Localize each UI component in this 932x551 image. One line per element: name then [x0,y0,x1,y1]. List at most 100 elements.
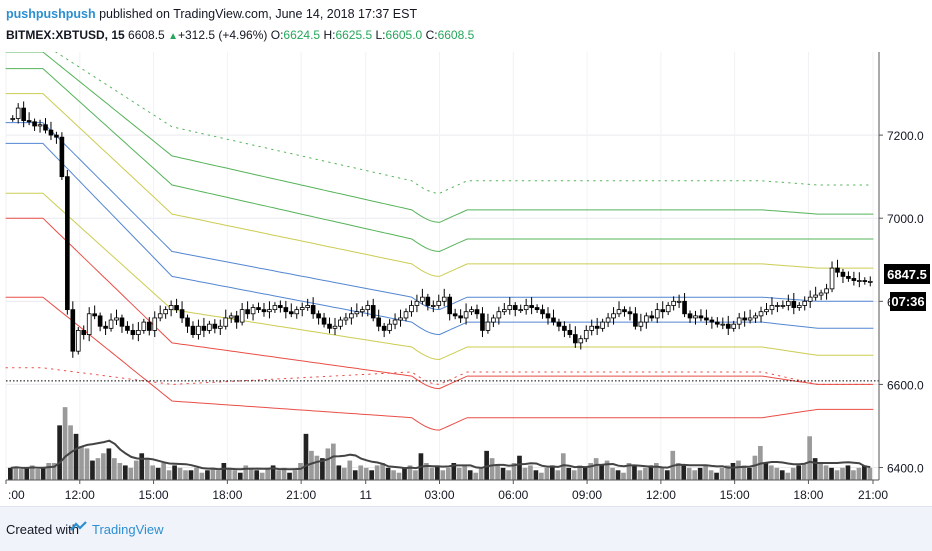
candle-body [491,317,496,323]
volume-bar [664,470,670,480]
footer: Created with TradingView [0,506,932,551]
low-label: L: [375,28,386,42]
candle-body [65,176,70,311]
candle-body [616,309,622,315]
candle-body [605,317,611,323]
volume-bar [188,470,194,480]
band-red_dots [5,367,874,385]
chart-header: pushpushpush published on TradingView.co… [0,0,932,52]
volume-bar [172,465,177,480]
candle-body [518,309,524,312]
high-value: 6625.5 [335,28,373,42]
candle-body [742,317,747,321]
candle-body [354,311,360,315]
volume-bar [807,436,812,480]
volume-bar [95,458,101,480]
volume-bar [374,465,380,480]
up-arrow-icon: ▲ [168,31,178,42]
candle-body [556,321,562,327]
candle-body [305,305,310,308]
volume-bar [90,460,95,480]
volume-bar [736,460,741,480]
candle-body [676,300,682,303]
volume-bar [106,448,112,480]
candle-body [70,309,76,352]
volume-bar [232,470,238,480]
open-label: O: [270,28,284,42]
candle-body [633,313,638,327]
candle-body [857,280,862,282]
tradingview-logo-icon[interactable] [70,520,88,534]
countdown-box [890,292,926,311]
volume-bar [155,467,161,480]
volume-bar [506,470,511,480]
candle-body [174,305,179,311]
volume-bar [566,467,572,480]
candle-body [802,300,808,306]
y-tick-label: 6600.0 [887,378,924,392]
candle-body [534,307,540,311]
band-blue_1 [5,122,874,311]
volume-bar [166,470,172,480]
candle-body [840,271,846,277]
volume-bar [588,463,593,480]
volume-bar [194,467,199,480]
tradingview-link[interactable]: TradingView [92,522,164,537]
candle-body [190,325,196,335]
candle-body [436,300,442,306]
volume-bars [8,407,873,480]
candle-body [365,305,371,311]
volume-bar [456,467,462,480]
candle-body [611,313,616,319]
volume-bar [851,470,856,480]
close-value: 6608.5 [437,28,475,42]
volume-bar [391,470,396,480]
candle-body [409,305,414,313]
volume-bar [867,467,873,480]
low-value: 6605.0 [385,28,423,42]
candle-body [37,124,43,127]
volume-bar [13,466,19,480]
band-green_1 [5,52,874,223]
candle-body [660,309,666,313]
volume-bar [862,465,867,480]
volume-bar [610,467,615,480]
volume-bar [407,465,413,480]
candle-body [704,317,709,321]
candle-body [709,319,715,323]
volume-bar [637,470,643,480]
volume-bar [57,425,62,480]
candle-body [851,278,857,281]
author-link[interactable]: pushpushpush [6,7,96,21]
volume-bar [473,472,479,480]
plot-area[interactable] [6,52,879,480]
volume-bar [128,467,134,480]
volume-bar [276,470,281,480]
volume-bar [445,467,451,480]
volume-bar [533,470,539,480]
x-axis: :00 12:00 15:00 18:00 21:00 11 03:00 06:00 09:00… [5,480,888,502]
candle-body [217,325,223,329]
volume-bar [254,470,260,480]
candle-body [54,134,59,138]
volume-bar [133,460,139,480]
volume-bar [205,470,210,480]
volume-bar [812,458,818,480]
candle-body [644,315,649,323]
candle-body [81,330,87,335]
volume-bar [40,467,46,480]
volume-bar [818,463,823,480]
volume-bar [648,465,654,480]
volume-bar [801,463,807,480]
candle-body [731,323,737,329]
volume-bar [654,463,659,480]
volume-bar [24,467,30,480]
volume-bar [834,470,840,480]
candle-body [201,325,207,331]
volume-bar [675,463,681,480]
volume-bar [785,472,791,480]
candle-body [168,305,174,311]
volume-bar [183,470,188,480]
candle-body [862,280,868,282]
